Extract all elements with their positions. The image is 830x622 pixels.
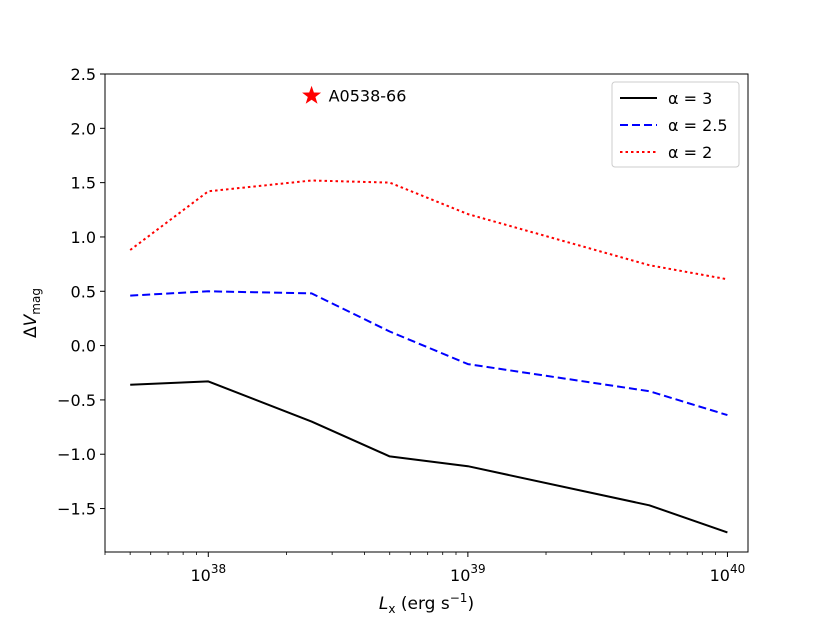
series-line-2 (130, 290, 728, 417)
x-tick-label-base: 10 (450, 566, 470, 585)
star-marker (302, 85, 322, 104)
x-axis-label-close: ) (467, 594, 474, 614)
y-tick-label: 0.0 (71, 337, 96, 356)
series-line-1 (130, 380, 728, 534)
y-axis-label-sub: mag (29, 288, 43, 315)
x-tick-label-base: 10 (190, 566, 210, 585)
legend-label-1: α = 3 (668, 89, 712, 108)
x-tick-label-exp: 38 (211, 562, 226, 576)
plot-frame (104, 73, 749, 553)
y-tick-label: −1.5 (57, 500, 96, 519)
y-tick-label: −1.0 (57, 445, 96, 464)
y-tick-label: 2.0 (71, 119, 96, 138)
x-axis-label-sub: x (388, 602, 395, 616)
y-tick-label: −0.5 (57, 391, 96, 410)
legend: α = 3 α = 2.5 α = 2 (611, 81, 740, 168)
plot-marks: A0538-66 (129, 85, 728, 534)
x-tick-label-exp: 40 (730, 562, 745, 576)
x-tick-label: 1038 (190, 562, 226, 585)
x-tick-label-base: 10 (710, 566, 730, 585)
x-tick-label: 1040 (710, 562, 746, 585)
y-tick-label: 1.5 (71, 174, 96, 193)
y-axis-label: ΔVmag (21, 288, 43, 338)
y-tick-label: 2.5 (71, 65, 96, 84)
y-tick-label: 1.0 (71, 228, 96, 247)
x-axis-label-unit: (erg s (396, 594, 450, 614)
y-axis-label-var: V (21, 313, 41, 326)
legend-label-3: α = 2 (668, 143, 712, 162)
x-axis-label-var: L (379, 594, 388, 614)
star-label: A0538-66 (329, 87, 407, 106)
series-line-3 (129, 179, 728, 281)
x-tick-label: 1039 (450, 562, 486, 585)
legend-label-2: α = 2.5 (668, 116, 728, 135)
legend-box (611, 81, 740, 168)
x-axis-label-exp: −1 (450, 591, 468, 605)
x-tick-label-exp: 39 (470, 562, 485, 576)
y-tick-label: 0.5 (71, 282, 96, 301)
x-axis-label: Lx (erg s−1) (379, 591, 474, 616)
y-axis-label-prefix: Δ (21, 326, 41, 338)
